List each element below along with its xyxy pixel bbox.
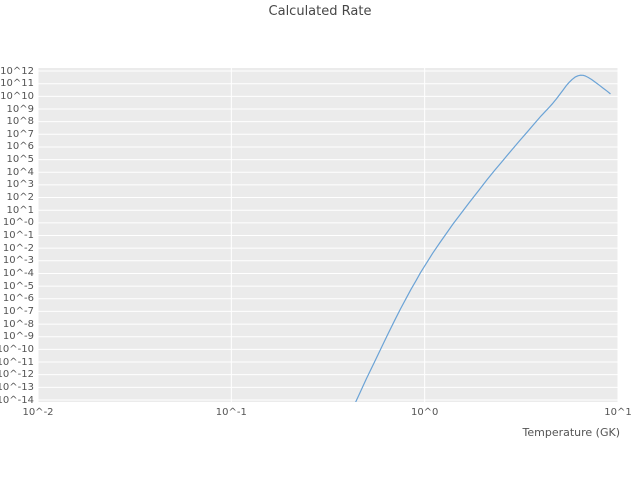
x-axis-label: Temperature (GK) [522, 426, 621, 439]
y-tick-label: 10^-10 [0, 343, 34, 355]
x-tick-label: 10^-1 [215, 407, 247, 418]
y-tick-label: 10^-11 [0, 356, 34, 368]
y-tick-label: 10^-6 [2, 293, 34, 305]
x-tick-label: 10^0 [410, 407, 439, 418]
y-tick-label: 10^-2 [2, 242, 34, 254]
y-tick-label: 10^-4 [2, 268, 34, 279]
chart-title: Calculated Rate [268, 4, 372, 19]
y-tick-label: 10^7 [6, 128, 34, 140]
y-tick-label: 10^-3 [2, 255, 34, 267]
y-tick-label: 10^-12 [0, 369, 34, 381]
x-tick-label: 10^1 [604, 407, 632, 418]
y-tick-label: 10^4 [6, 166, 34, 178]
y-tick-label: 10^-14 [0, 394, 34, 406]
y-tick-label: 10^8 [6, 116, 34, 128]
y-tick-label: 10^2 [6, 192, 34, 204]
y-tick-label: 10^6 [6, 141, 34, 153]
y-tick-label: 10^-13 [0, 381, 34, 393]
y-tick-label: 10^-0 [2, 217, 34, 229]
x-tick-label: 10^-2 [22, 407, 54, 418]
y-tick-label: 10^-8 [2, 318, 34, 330]
y-tick-label: 10^1 [6, 204, 34, 216]
y-tick-labels: 10^12 10^11 10^10 10^9 10^8 10^7 10^6 10^5 10^4 1… [0, 0, 36, 480]
plot-svg [38, 68, 618, 402]
y-tick-label: 10^-9 [2, 331, 34, 343]
y-tick-label: 10^12 [0, 65, 34, 77]
y-tick-label: 10^5 [6, 154, 34, 166]
y-tick-label: 10^11 [0, 78, 34, 90]
y-tick-label: 10^3 [6, 179, 34, 191]
y-tick-label: 10^-7 [2, 305, 34, 317]
plot-area [38, 68, 618, 402]
y-tick-label: 10^10 [0, 90, 34, 102]
y-tick-label: 10^9 [6, 103, 34, 115]
y-tick-label: 10^-1 [2, 230, 34, 241]
y-tick-label: 10^-5 [2, 280, 34, 292]
